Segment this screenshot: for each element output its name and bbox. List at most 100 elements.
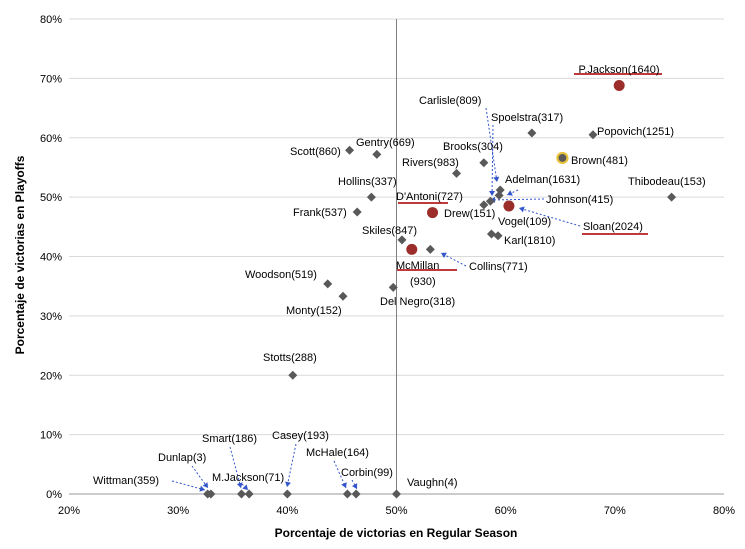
y-tick-label: 50% [40,192,62,204]
label-popovich-1251: Popovich(1251) [597,126,674,138]
label-vogel-109: Vogel(109) [498,216,551,228]
label-skiles-847: Skiles(847) [362,225,417,237]
point-mcmillan-930 [406,243,418,255]
label-carlisle-809: Carlisle(809) [419,95,481,107]
point-corbin-99 [351,489,361,499]
point-collins-771 [425,244,435,254]
point-gentry-669 [372,149,382,159]
point-thibodeau-153 [667,192,677,202]
y-tick-label: 0% [46,489,62,501]
point-del-negro-318 [388,282,398,292]
arrow-dunlap-3 [191,465,209,489]
point-scott-860 [345,145,355,155]
arrowhead-m-jackson-71 [242,484,248,490]
label-monty-152: Monty(152) [286,305,342,317]
label-brown-481: Brown(481) [571,155,628,167]
point-smart-186 [236,489,246,499]
point-spoelstra-317 [527,128,537,138]
label-smart-186: Smart(186) [202,433,257,445]
x-axis-title: Porcentaje de victorias en Regular Seaso… [275,526,518,540]
arrow-carlisle-809 [485,107,498,183]
label-woodson-519: Woodson(519) [245,269,317,281]
arrowhead-carlisle-809 [493,176,500,182]
arrowhead-corbin-99 [351,483,358,489]
label-karl-1810: Karl(1810) [504,235,555,247]
label-hollins-337: Hollins(337) [338,176,397,188]
label-drew-151: Drew(151) [444,208,495,220]
point-woodson-519 [323,279,333,289]
arrow-spoelstra-317 [491,124,494,197]
arrow-sloan-2024 [518,207,581,227]
arrowhead-collins-771 [441,252,447,258]
point-vogel-109 [486,229,496,239]
label-mcmillan-930: McMillan [396,260,439,272]
point-brown-481 [556,151,569,165]
label-del-negro-318: Del Negro(318) [380,296,455,308]
arrowhead-sloan-2024 [519,206,525,213]
point-rivers-983 [452,168,462,178]
label-frank-537: Frank(537) [293,207,347,219]
label-adelman-1631: Adelman(1631) [505,174,580,186]
label-brooks-304: Brooks(304) [443,141,503,153]
point-johnson-415 [485,196,495,206]
y-tick-label: 80% [40,14,62,26]
point-hollins-337 [366,192,376,202]
label-rivers-983: Rivers(983) [402,157,459,169]
point-vaughn-4 [392,489,401,499]
point-drew-151 [427,207,439,219]
label-vaughn-4: Vaughn(4) [407,477,458,489]
point-stotts-288 [288,370,298,380]
label-d-antoni-727: D'Antoni(727) [396,191,463,203]
point-dunlap-3 [206,489,216,499]
arrow-johnson-415 [489,198,545,201]
y-tick-label: 40% [40,252,62,264]
y-tick-label: 30% [40,311,62,323]
x-axis-ticks: 20% 30% 40% 50% 60% 70% 80% [58,505,735,517]
x-tick-label: 50% [385,505,407,517]
label-corbin-99: Corbin(99) [341,467,393,479]
y-tick-label: 70% [40,73,62,85]
point-adelman-1631 [494,190,504,200]
y-axis-ticks: 0% 10% 20% 30% 40% 50% 60% 70% 80% [40,14,62,501]
x-tick-label: 30% [167,505,189,517]
label-collins-771: Collins(771) [469,261,528,273]
x-tick-label: 70% [604,505,626,517]
x-tick-label: 80% [713,505,735,517]
x-tick-label: 40% [276,505,298,517]
arrowhead-dunlap-3 [202,482,208,488]
y-tick-label: 10% [40,430,62,442]
arrowhead-adelman-1631 [507,190,513,196]
point-monty-152 [338,291,348,301]
label-sloan-2024: Sloan(2024) [583,221,643,233]
data-points [203,80,677,499]
x-tick-label: 20% [58,505,80,517]
arrowhead-wittman-359 [199,485,205,492]
label-gentry-669: Gentry(669) [356,137,415,149]
label-m-jackson-71: M.Jackson(71) [212,472,284,484]
label-wittman-359: Wittman(359) [93,475,159,487]
y-tick-label: 20% [40,370,62,382]
point-karl-1810 [493,231,503,241]
point-sloan-2024 [503,200,515,212]
arrow-collins-771 [440,252,467,267]
arrowhead-smart-186 [236,482,243,488]
label-underlines [397,73,662,271]
label-scott-860: Scott(860) [290,146,341,158]
label-spoelstra-317: Spoelstra(317) [491,112,563,124]
y-tick-label: 60% [40,133,62,145]
point-d-antoni-727 [479,200,489,210]
point-mchale-164 [342,489,352,499]
point-frank-537 [352,207,362,217]
arrowhead-spoelstra-317 [489,190,496,196]
y-axis-title: Porcentaje de victorias en Playoffs [13,155,27,354]
label-arrows [171,107,581,492]
arrowhead-mchale-164 [341,482,347,488]
point-popovich-1251 [588,130,598,140]
arrow-smart-186 [229,446,242,489]
label-thibodeau-153: Thibodeau(153) [628,176,706,188]
label-johnson-415: Johnson(415) [546,194,613,206]
arrow-casey-193 [286,443,297,488]
label-mchale-164: McHale(164) [306,447,369,459]
point-m-jackson-71 [244,489,254,499]
